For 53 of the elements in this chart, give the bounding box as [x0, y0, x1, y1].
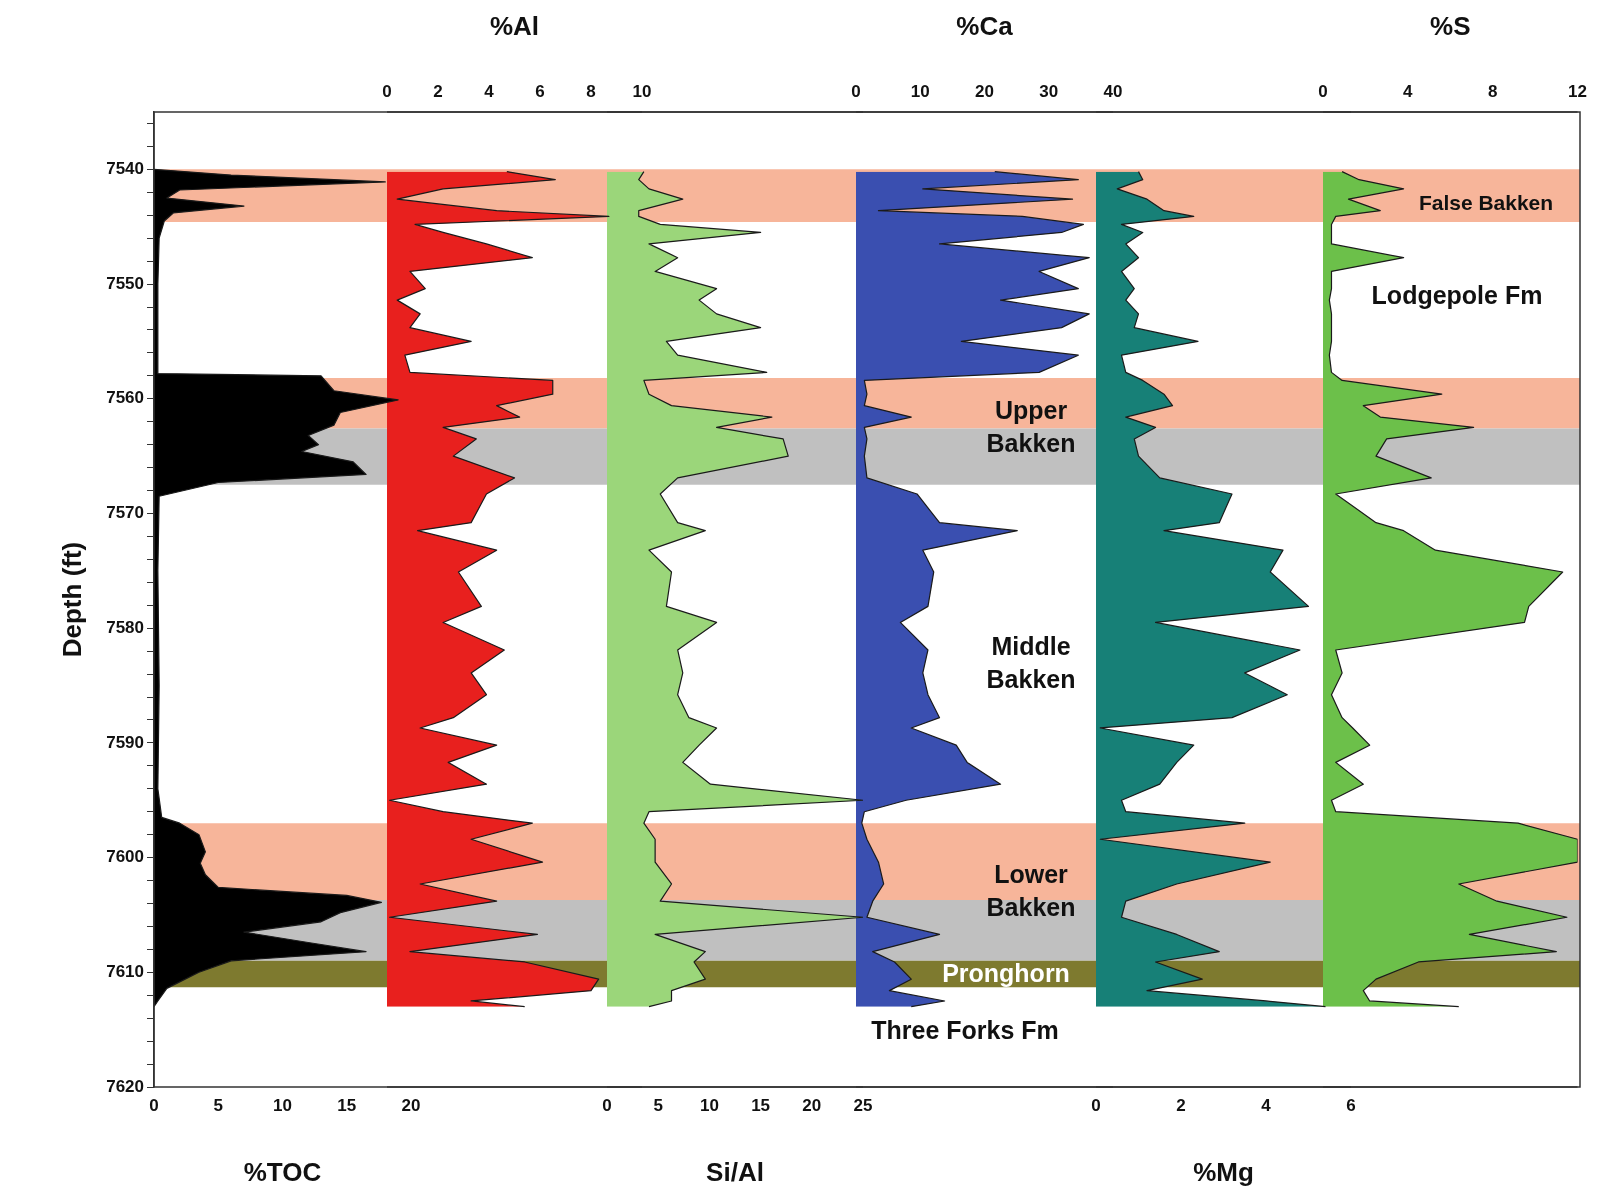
x2-tick-label: 20 — [975, 82, 994, 102]
x2-tick-label: 8 — [586, 82, 596, 102]
x2-tick-label: 10 — [910, 82, 930, 102]
x2-tick-label: 6 — [535, 82, 545, 102]
x-axis-title: %TOC — [243, 1156, 322, 1187]
x-tick-label: 20 — [802, 1095, 822, 1115]
x2-axis-title: %S — [1430, 10, 1471, 41]
x2-tick-label: 0 — [382, 82, 392, 102]
x-tick-label: 10 — [273, 1095, 292, 1115]
x-tick-label: 2 — [1176, 1095, 1186, 1115]
x-tick-label: 4 — [1261, 1095, 1272, 1115]
y-tick-label: 7540 — [106, 159, 144, 179]
x-tick-label: 5 — [653, 1095, 663, 1115]
y-tick-label: 7570 — [106, 503, 144, 523]
x2-tick-label: 2 — [433, 82, 443, 102]
x2-tick-label: 8 — [1487, 82, 1498, 102]
x2-tick-label: 12 — [1568, 82, 1588, 102]
y-tick-label: 7610 — [106, 961, 144, 981]
x2-tick-label: 0 — [1318, 82, 1328, 102]
x-tick-label: 20 — [401, 1095, 421, 1115]
annotation: False Bakken — [1418, 190, 1554, 214]
x-axis-title: %Mg — [1193, 1156, 1254, 1187]
annotation: Lower Bakken — [986, 860, 1076, 922]
annotation: Three Forks Fm — [871, 1015, 1059, 1044]
annotation: Pronghorn — [942, 958, 1070, 987]
y-tick-label: 7600 — [106, 847, 144, 867]
x-tick-label: 0 — [149, 1095, 159, 1115]
x2-tick-label: 0 — [851, 82, 861, 102]
y-tick-label: 7580 — [106, 617, 144, 637]
x2-tick-label: 10 — [632, 82, 652, 102]
x-tick-label: 6 — [1346, 1095, 1356, 1115]
x-tick-label: 15 — [337, 1095, 357, 1115]
x-tick-label: 15 — [751, 1095, 771, 1115]
x2-tick-label: 30 — [1039, 82, 1059, 102]
x2-axis-title: %Ca — [956, 10, 1014, 41]
x-axis-title: Si/Al — [706, 1156, 764, 1187]
x-tick-label: 5 — [213, 1095, 223, 1115]
annotation: Lodgepole Fm — [1371, 280, 1543, 309]
y-axis-title: Depth (ft) — [56, 541, 87, 658]
x-tick-label: 0 — [602, 1095, 612, 1115]
x2-tick-label: 40 — [1103, 82, 1123, 102]
y-tick-label: 7560 — [106, 388, 144, 408]
x2-tick-label: 4 — [1403, 82, 1414, 102]
x2-tick-label: 4 — [484, 82, 495, 102]
x-tick-label: 25 — [853, 1095, 873, 1115]
annotation: Upper Bakken — [986, 396, 1076, 458]
x2-axis-title: %Al — [489, 10, 540, 41]
annotation: Middle Bakken — [986, 632, 1076, 694]
x-tick-label: 0 — [1091, 1095, 1101, 1115]
y-tick-label: 7590 — [106, 732, 144, 752]
y-tick-label: 7620 — [106, 1076, 144, 1096]
y-tick-label: 7550 — [106, 273, 144, 293]
x-tick-label: 10 — [699, 1095, 719, 1115]
